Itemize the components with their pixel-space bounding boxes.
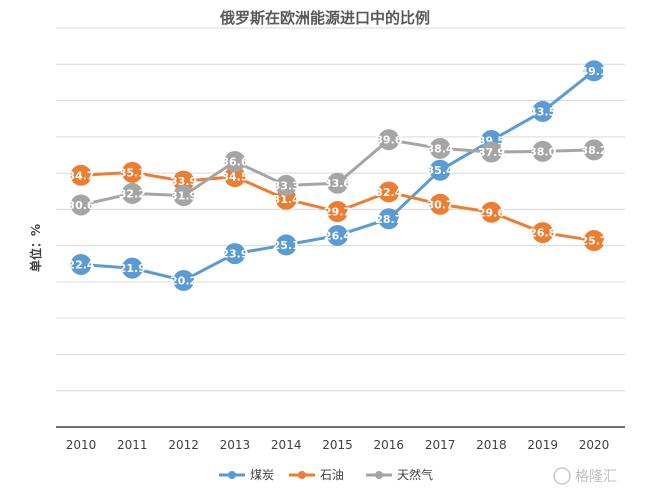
data-point [70, 253, 92, 275]
legend-label: 煤炭 [250, 468, 274, 482]
data-label: 38.2 [580, 144, 607, 157]
legend-label: 石油 [320, 468, 344, 482]
data-label: 39.6 [375, 134, 402, 147]
x-tick-label: 2014 [271, 438, 302, 452]
data-label: 29.6 [478, 206, 505, 219]
data-label: 29.7 [324, 206, 351, 219]
data-point [583, 139, 605, 161]
data-point [275, 234, 297, 256]
data-point [583, 230, 605, 252]
data-label: 38.0 [529, 145, 556, 158]
x-tick-label: 2019 [527, 438, 558, 452]
data-point [121, 257, 143, 279]
data-label: 23.9 [221, 248, 248, 261]
data-point [173, 269, 195, 291]
data-point [378, 181, 400, 203]
data-point [378, 208, 400, 230]
data-label: 32.2 [119, 187, 146, 200]
data-label: 30.6 [67, 199, 94, 212]
x-tick-label: 2010 [66, 438, 97, 452]
data-point [70, 164, 92, 186]
data-label: 25.1 [273, 239, 300, 252]
data-point [224, 150, 246, 172]
series-layer: 22.4 21.920.223.925.126.428.735.439.543.5… [67, 60, 608, 291]
data-point [429, 137, 451, 159]
series-2: 34.7 35.1 33.9 34.5 31.4 29.7 32.4 30.7 29.6 26.8… [67, 161, 608, 252]
data-point [480, 141, 502, 163]
data-label: 37.9 [478, 146, 505, 159]
data-label: 28.7 [375, 213, 402, 226]
data-label: 25.7 [580, 235, 607, 248]
data-point [532, 100, 554, 122]
legend-marker [298, 471, 306, 479]
data-point [173, 170, 195, 192]
data-label: 36.6 [221, 155, 248, 168]
data-point [275, 174, 297, 196]
x-tick-label: 2016 [374, 438, 405, 452]
data-label: 22.4 [67, 258, 94, 271]
data-point [70, 194, 92, 216]
data-label: 33.3 [273, 179, 300, 192]
data-label: 43.5 [529, 105, 556, 118]
data-point [532, 222, 554, 244]
x-tick-label: 2017 [425, 438, 456, 452]
x-tick-label: 2012 [168, 438, 199, 452]
data-point [327, 201, 348, 223]
data-label: 26.4 [324, 229, 351, 242]
data-label: 30.7 [427, 198, 454, 211]
data-label: 31.4 [273, 193, 300, 206]
data-label: 35.1 [119, 166, 146, 179]
data-label: 26.8 [529, 227, 556, 240]
watermark-logo-icon [553, 467, 571, 485]
x-tick-label: 2018 [476, 438, 507, 452]
watermark: 格隆汇 [553, 467, 617, 485]
series-3: 30.6 32.2 31.9 36.6 33.3 33.6 39.6 38.4 37.9 38.0… [67, 129, 608, 216]
x-tick-label: 2011 [117, 438, 148, 452]
data-label: 31.9 [170, 190, 197, 203]
chart-title: 俄罗斯在欧洲能源进口中的比例 [219, 9, 430, 27]
data-label: 32.4 [375, 186, 402, 199]
data-label: 33.6 [324, 177, 351, 190]
data-point [224, 243, 246, 265]
x-tick-labels: 2010 2011 2012 2013 2014 2015 2016 2017 2018 2019… [66, 438, 610, 452]
data-label: 20.2 [170, 274, 197, 287]
data-point [224, 166, 246, 188]
legend: 煤炭 石油 天然气 [219, 467, 433, 482]
series-line [80, 138, 595, 207]
legend-marker [375, 471, 383, 479]
data-point [429, 193, 451, 215]
legend-label: 天然气 [397, 467, 433, 482]
data-point [532, 140, 554, 162]
data-label: 49.1 [580, 65, 607, 78]
data-label: 38.4 [427, 142, 454, 155]
data-point [173, 185, 195, 207]
data-label: 34.7 [67, 169, 94, 182]
data-label: 33.9 [170, 175, 197, 188]
data-point [378, 129, 400, 151]
data-point [583, 60, 605, 82]
data-point [121, 182, 143, 204]
series-1: 22.4 21.920.223.925.126.428.735.439.543.5… [67, 60, 608, 291]
y-axis-label: 单位：% [28, 224, 43, 272]
data-label: 21.9 [119, 262, 146, 275]
x-tick-label: 2013 [220, 438, 251, 452]
data-point [480, 201, 502, 223]
data-point [327, 224, 348, 246]
data-point [429, 159, 451, 181]
watermark-text: 格隆汇 [575, 469, 617, 485]
x-tick-label: 2020 [579, 438, 610, 452]
legend-marker [228, 471, 236, 479]
data-label: 35.4 [427, 164, 454, 177]
data-label: 34.5 [221, 171, 248, 184]
data-point [121, 161, 143, 183]
data-point [327, 172, 348, 194]
x-tick-label: 2015 [322, 438, 353, 452]
